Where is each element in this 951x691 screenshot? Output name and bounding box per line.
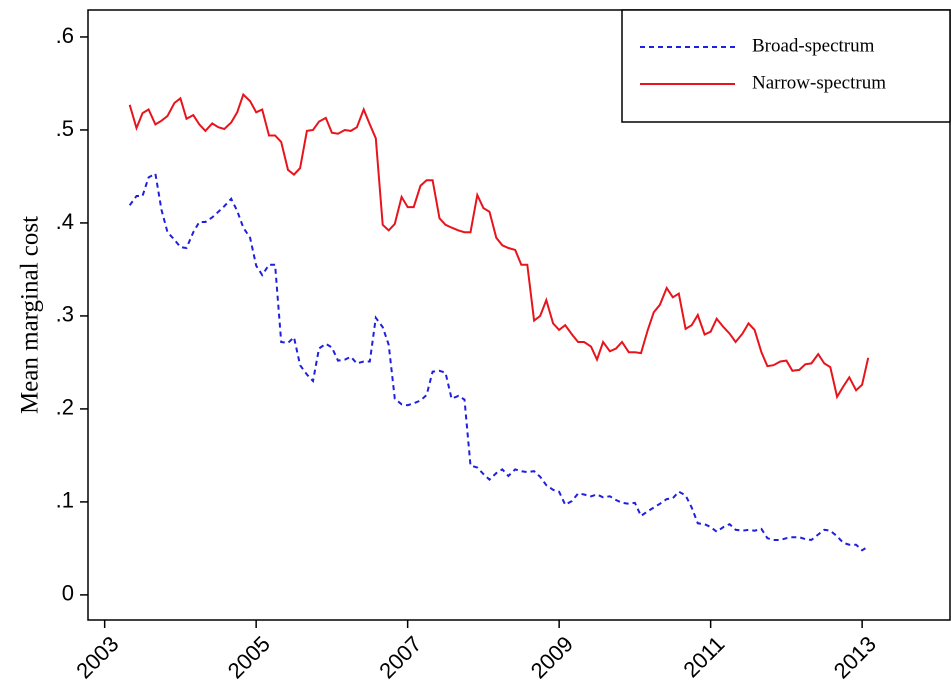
x-tick-label: 2011: [678, 631, 729, 682]
x-tick-label: 2003: [71, 631, 123, 683]
legend-label: Broad-spectrum: [752, 35, 875, 56]
y-tick-label: .3: [56, 302, 74, 327]
x-tick-label: 2007: [374, 631, 426, 683]
series-line: [128, 172, 869, 552]
y-tick-label: .2: [56, 395, 74, 420]
y-axis-label: Mean marginal cost: [17, 216, 44, 414]
y-tick-label: .5: [56, 116, 74, 141]
y-tick-label: .1: [56, 488, 74, 513]
plot-frame: [87, 9, 951, 621]
x-tick-label: 2013: [829, 631, 881, 683]
x-tick-label: 2009: [526, 631, 578, 683]
y-tick-label: 0: [62, 581, 74, 606]
legend-box: [621, 9, 951, 123]
series-line: [128, 92, 870, 400]
x-tick-label: 2005: [223, 631, 275, 683]
legend-label: Narrow-spectrum: [752, 72, 886, 93]
y-tick-label: .6: [56, 23, 74, 48]
y-tick-label: .4: [56, 209, 74, 234]
